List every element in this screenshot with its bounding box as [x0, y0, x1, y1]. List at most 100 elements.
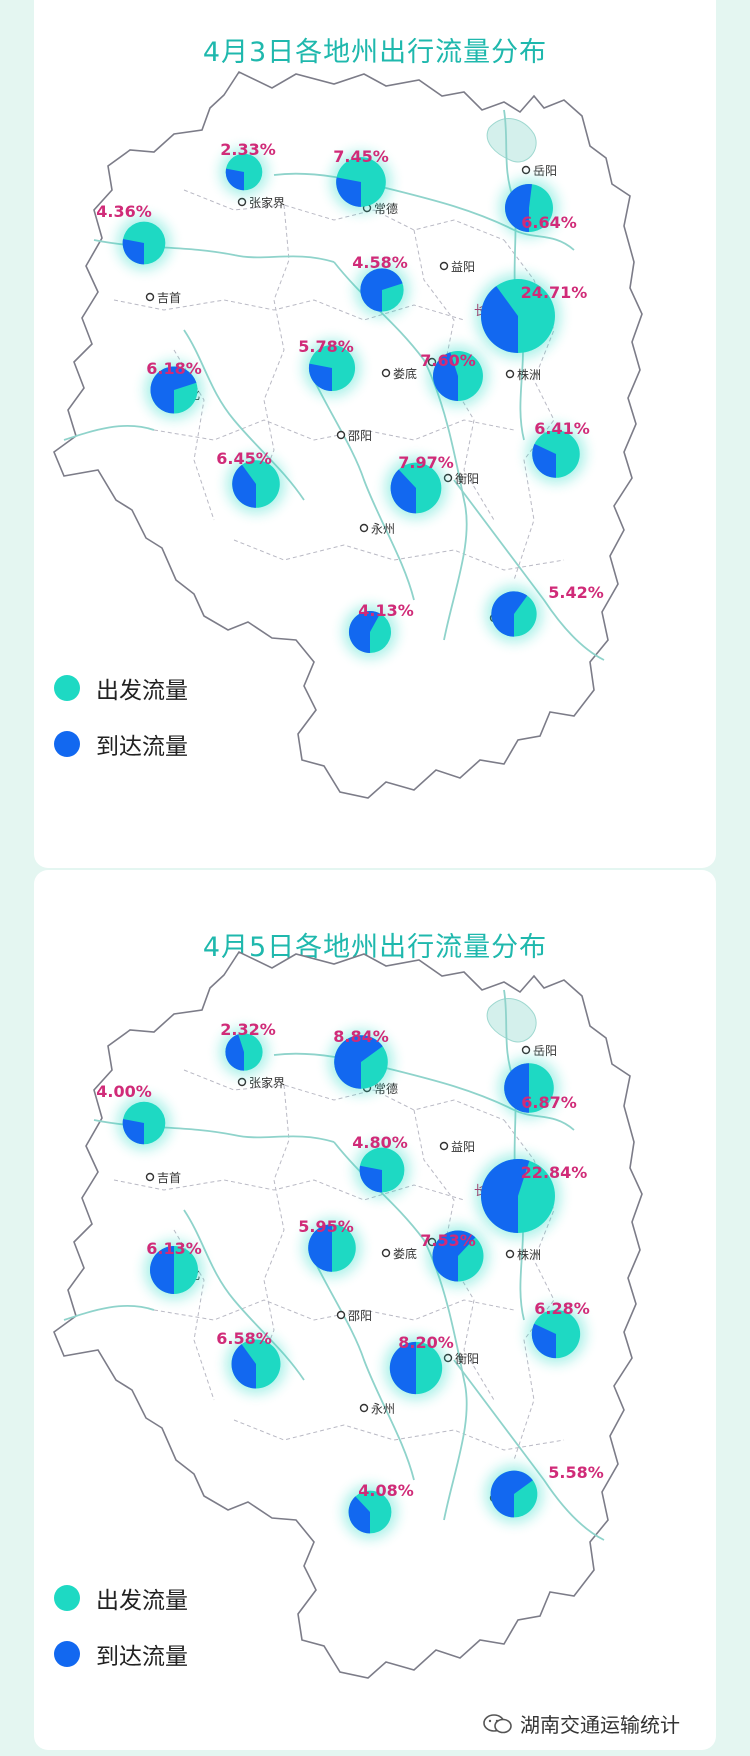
city-label-zhangjiajie: 张家界	[249, 195, 285, 210]
legend-arrival: 到达流量	[54, 716, 188, 772]
pie-arrival-slice	[432, 1230, 476, 1282]
county-border	[413, 229, 495, 521]
river	[313, 379, 415, 601]
legend: 出发流量 到达流量	[54, 1570, 188, 1682]
pie-arrival-slice	[359, 1165, 382, 1193]
city-marker	[336, 430, 346, 440]
pie-arrival-slice	[481, 1159, 530, 1233]
legend-departure-label: 出发流量	[96, 1588, 188, 1614]
pie-shaoyang: 6.58%	[216, 1329, 287, 1395]
city-label-xiangxi: 吉首	[157, 291, 181, 305]
city-marker	[521, 1045, 531, 1055]
pie-loudi: 5.95%	[298, 1217, 362, 1278]
city-marker	[505, 1249, 515, 1259]
pie-arrival-slice	[348, 610, 381, 654]
city-label-hengyang: 衡阳	[455, 1352, 479, 1366]
pie-yongzhou: 4.13%	[342, 601, 414, 660]
county-border	[113, 299, 465, 321]
legend-departure: 出发流量	[54, 660, 188, 716]
city-label-loudi: 娄底	[393, 366, 417, 381]
pie-arrival-slice	[348, 1496, 370, 1534]
pie-arrival-slice	[308, 363, 332, 392]
pie-arrival-slice	[505, 184, 533, 232]
pie-arrival-slice	[481, 286, 518, 353]
river	[453, 479, 605, 661]
percent-label-pingjiang: 6.41%	[534, 419, 590, 438]
pie-arrival-slice	[231, 1344, 256, 1389]
lake	[486, 998, 537, 1043]
city-label-yongzhou: 永州	[371, 522, 395, 536]
county-border	[233, 1419, 565, 1451]
city-marker	[439, 261, 449, 271]
pie-changsha: 22.84%	[475, 1153, 587, 1239]
pie-changde: 8.84%	[328, 1027, 394, 1095]
arrival-dot	[54, 1641, 80, 1667]
pie-arrival-slice	[225, 168, 244, 191]
city-label-shaoyang: 邵阳	[348, 1309, 372, 1323]
county-border	[153, 1299, 515, 1321]
pie-arrival-slice	[360, 268, 403, 312]
pie-yiyang: 4.80%	[352, 1133, 411, 1199]
county-border	[183, 189, 505, 241]
city-label-yiyang: 益阳	[451, 1140, 475, 1154]
pie-huaihua: 6.18%	[144, 359, 204, 420]
river	[183, 329, 305, 501]
percent-label-loudi: 5.78%	[298, 337, 354, 356]
river	[503, 989, 525, 1321]
city-label-xiangxi: 吉首	[157, 1171, 181, 1185]
pie-arrival-slice	[334, 1035, 383, 1089]
city-marker	[145, 1172, 155, 1182]
pie-arrival-slice	[336, 177, 361, 207]
pie-shaoyang: 6.45%	[216, 449, 286, 514]
pie-yueyang: 6.87%	[498, 1057, 577, 1119]
river	[63, 424, 155, 441]
city-marker	[237, 1077, 247, 1087]
city-marker	[359, 523, 369, 533]
pie-xiangxi: 4.00%	[96, 1082, 172, 1151]
pie-yongzhou: 4.08%	[342, 1481, 414, 1540]
hunan-map-apr3: 张家界常德岳阳吉首益阳长沙怀化娄底湘潭株洲邵阳衡阳永州郴州2.33%7.45%6…	[53, 70, 643, 799]
city-marker	[145, 292, 155, 302]
county-border	[113, 1179, 465, 1201]
legend-departure: 出发流量	[54, 1570, 188, 1626]
percent-label-yongzhou: 4.13%	[358, 601, 414, 620]
pie-hengyang: 7.97%	[384, 453, 454, 520]
percent-label-huaihua: 6.18%	[146, 359, 202, 378]
city-marker	[381, 368, 391, 378]
pie-arrival-slice	[390, 469, 416, 514]
pie-arrival-slice	[490, 1470, 533, 1518]
pie-changde: 7.45%	[330, 147, 392, 213]
lake	[486, 118, 537, 163]
city-label-hengyang: 衡阳	[455, 472, 479, 486]
percent-label-huaihua: 6.13%	[146, 1239, 202, 1258]
city-label-yueyang: 岳阳	[533, 164, 557, 178]
percent-label-shaoyang: 6.45%	[216, 449, 272, 468]
percent-label-chenzhou: 5.58%	[548, 1463, 604, 1482]
watermark-text: 湖南交通运输统计	[520, 1713, 680, 1737]
county-border	[253, 1084, 290, 1381]
city-label-loudi: 娄底	[393, 1246, 417, 1261]
percent-label-xiangtan: 7.53%	[420, 1231, 476, 1250]
pie-arrival-slice	[308, 1224, 332, 1272]
city-marker	[237, 197, 247, 207]
city-label-zhuzhou: 株洲	[517, 1247, 541, 1262]
percent-label-yueyang: 6.64%	[521, 213, 577, 232]
legend-arrival: 到达流量	[54, 1626, 188, 1682]
percent-label-yiyang: 4.58%	[352, 253, 408, 272]
city-label-yueyang: 岳阳	[533, 1044, 557, 1058]
pie-yiyang: 4.58%	[352, 253, 410, 318]
river	[63, 1304, 155, 1321]
pie-changsha: 24.71%	[475, 273, 587, 359]
city-label-yongzhou: 永州	[371, 1402, 395, 1416]
city-marker	[505, 369, 515, 379]
percent-label-zhangjiajie: 2.32%	[220, 1020, 276, 1039]
city-label-shaoyang: 邵阳	[348, 429, 372, 443]
pie-arrival-slice	[389, 1341, 416, 1395]
legend: 出发流量 到达流量	[54, 660, 188, 772]
percent-label-hengyang: 7.97%	[398, 453, 454, 472]
map-title: 4月5日各地州出行流量分布	[202, 932, 548, 963]
county-border	[253, 204, 290, 501]
pie-pingjiang: 6.28%	[525, 1299, 590, 1365]
pie-zhangjiajie: 2.32%	[219, 1020, 276, 1077]
percent-label-xiangxi: 4.36%	[96, 202, 152, 221]
